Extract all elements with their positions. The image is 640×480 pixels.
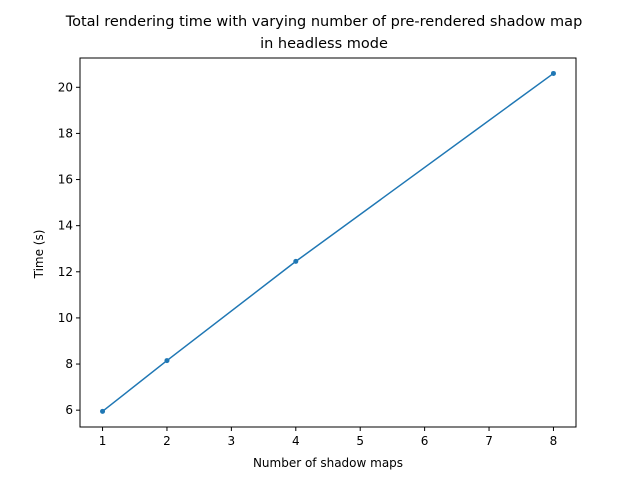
plot-frame bbox=[79, 57, 577, 428]
chart-title-line-1: Total rendering time with varying number… bbox=[65, 14, 583, 30]
series-line bbox=[102, 72, 554, 412]
plot-area bbox=[79, 57, 577, 428]
x-axis-label: Number of shadow maps bbox=[253, 456, 403, 470]
y-tick-label: 18 bbox=[58, 126, 73, 140]
x-tick-label: 1 bbox=[99, 434, 107, 448]
x-tick-label: 7 bbox=[485, 434, 493, 448]
y-tick-label: 10 bbox=[58, 311, 73, 325]
y-axis-label: Time (s) bbox=[32, 230, 46, 280]
y-tick-label: 20 bbox=[58, 80, 73, 94]
x-tick-label: 4 bbox=[292, 434, 300, 448]
chart-title-line-2: in headless mode bbox=[260, 36, 388, 52]
y-tick-label: 8 bbox=[65, 357, 73, 371]
y-axis: 6 8 10 12 14 16 18 20 bbox=[58, 80, 80, 417]
x-axis: 1 2 3 4 5 6 7 8 bbox=[99, 427, 558, 448]
x-tick-label: 8 bbox=[550, 434, 558, 448]
x-tick-label: 5 bbox=[356, 434, 364, 448]
data-point bbox=[100, 408, 106, 414]
x-tick-label: 6 bbox=[421, 434, 429, 448]
y-tick-label: 16 bbox=[58, 173, 73, 187]
y-tick-label: 6 bbox=[65, 403, 73, 417]
y-tick-label: 12 bbox=[58, 265, 73, 279]
x-tick-label: 3 bbox=[228, 434, 236, 448]
data-point bbox=[293, 258, 299, 264]
y-tick-label: 14 bbox=[58, 219, 73, 233]
data-point bbox=[164, 358, 170, 364]
x-tick-label: 2 bbox=[163, 434, 171, 448]
data-point bbox=[550, 70, 556, 76]
